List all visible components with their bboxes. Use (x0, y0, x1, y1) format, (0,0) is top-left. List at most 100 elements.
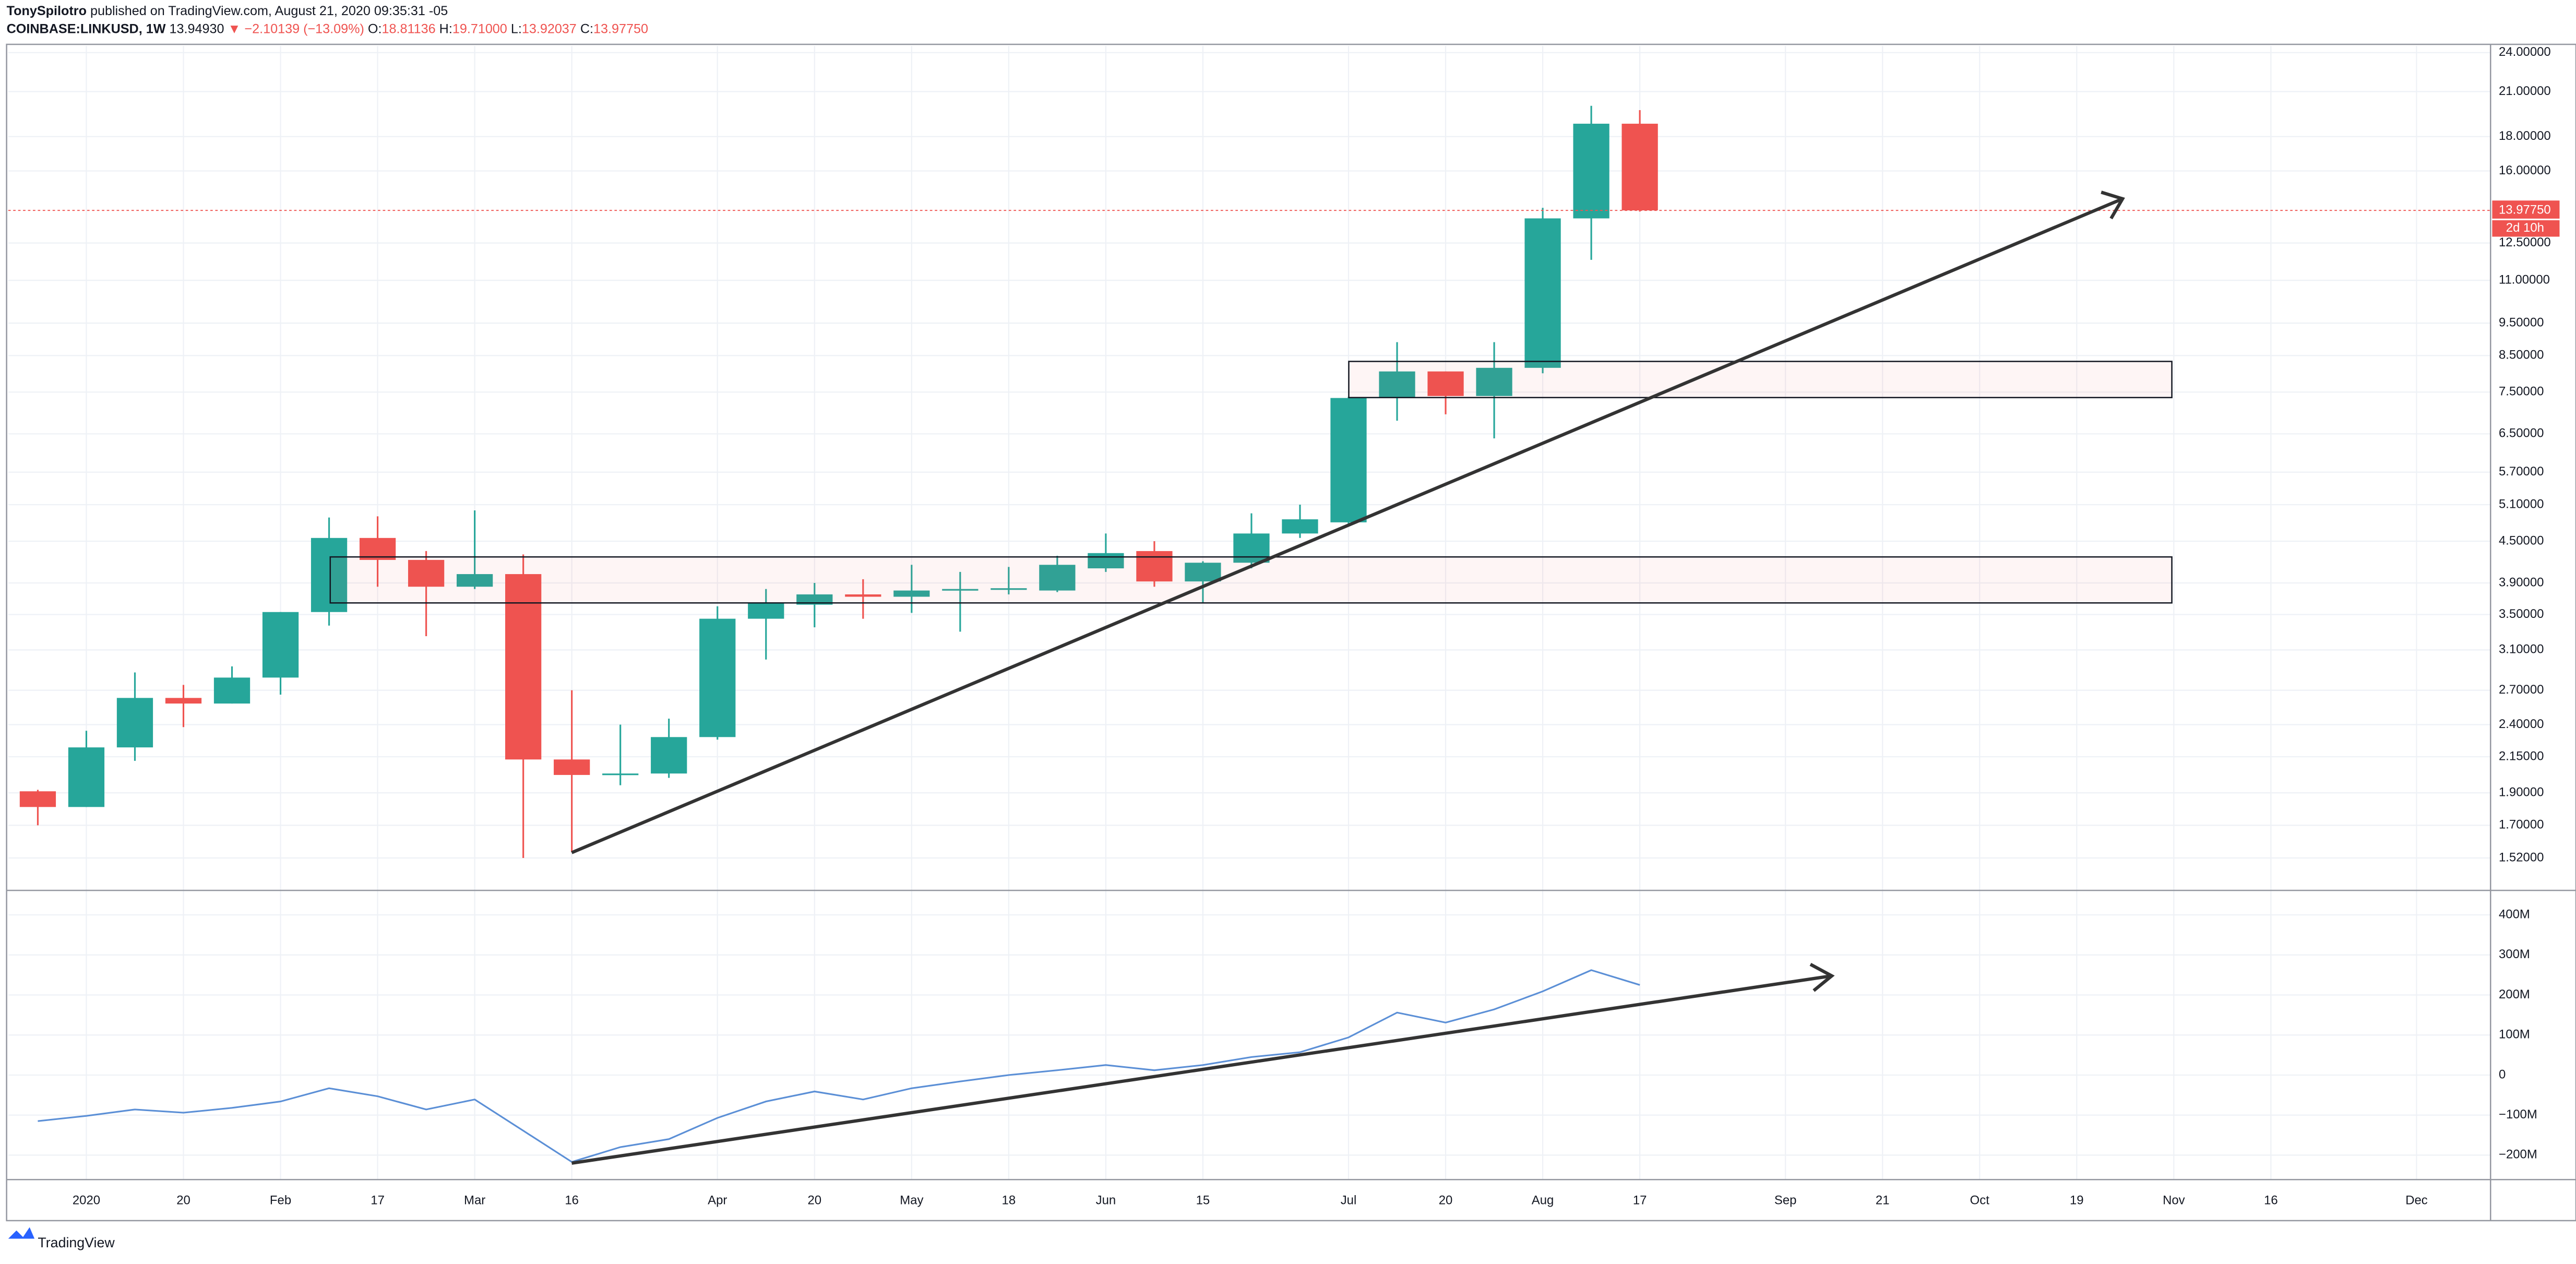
y-tick-label: −200M (2499, 1148, 2537, 1162)
last: 13.94930 (170, 21, 224, 36)
published: published on TradingView.com, August 21,… (90, 4, 448, 18)
y-tick-label: 2.70000 (2499, 683, 2544, 697)
y-tick-label: 12.50000 (2499, 235, 2551, 249)
y-tick-label: 7.50000 (2499, 385, 2544, 399)
countdown-label: 2d 10h (2506, 221, 2544, 235)
x-tick-label: 18 (1002, 1193, 1016, 1207)
x-tick-label: Jul (1341, 1193, 1357, 1207)
arrow-head (1809, 963, 1835, 992)
candle-body (262, 612, 299, 678)
author: TonySpilotro (7, 4, 87, 18)
candle-body (68, 747, 105, 807)
candle-body (1621, 124, 1658, 211)
drawings (329, 190, 2173, 1165)
candle-body (1233, 533, 1270, 563)
x-tick-label: 20 (1439, 1193, 1453, 1207)
candle-body (796, 594, 833, 605)
ohlc-key: H: (439, 21, 452, 36)
x-tick-label: 16 (2264, 1193, 2278, 1207)
logo-icon (8, 1227, 35, 1239)
y-tick-label: 16.00000 (2499, 163, 2551, 177)
candle-body (165, 698, 202, 704)
candle-body (1330, 398, 1367, 522)
x-tick-label: 17 (371, 1193, 385, 1207)
candle-body (893, 590, 930, 597)
candle-body (991, 588, 1027, 590)
symbol-line: COINBASE:LINKUSD, 1W 13.94930 ▼ −2.10139… (7, 21, 648, 36)
zone-box (1348, 361, 2173, 399)
candle-body (1282, 519, 1318, 534)
ohlc-value: 18.81136 (382, 21, 436, 36)
x-tick-label: 20 (807, 1193, 821, 1207)
x-tick-label: May (900, 1193, 923, 1207)
price-tag-label: 13.97750 (2499, 202, 2551, 217)
x-tick-label: 16 (565, 1193, 579, 1207)
x-tick-label: Dec (2405, 1193, 2428, 1207)
candle-body (505, 574, 542, 760)
y-tick-label: 2.15000 (2499, 749, 2544, 763)
y-tick-label: 3.90000 (2499, 575, 2544, 589)
x-tick-label: Sep (1774, 1193, 1797, 1207)
candle-body (1088, 553, 1124, 569)
y-tick-label: 200M (2499, 987, 2530, 1001)
y-tick-label: 6.50000 (2499, 426, 2544, 440)
logo: TradingView (38, 1235, 115, 1250)
x-tick-label: 20 (176, 1193, 190, 1207)
ohlc-key: L: (511, 21, 522, 36)
y-tick-label: 24.00000 (2499, 45, 2551, 59)
candle-body (311, 538, 348, 612)
candle-body (1039, 565, 1076, 591)
ohlc-value: 13.97750 (593, 21, 648, 36)
y-tick-label: 3.10000 (2499, 642, 2544, 657)
candle-body (602, 773, 639, 776)
x-tick-label: 19 (2070, 1193, 2084, 1207)
plot-layer: 2020 20 Feb 17 Mar 16 Apr 20 May 18 Jun 15 Jul 20 Aug 1… (8, 45, 2560, 1207)
x-tick-label: 2020 (73, 1193, 100, 1207)
candle-body (457, 574, 493, 587)
y-tick-label: −100M (2499, 1107, 2537, 1122)
candle-body (1136, 551, 1173, 582)
y-tick-label: 1.90000 (2499, 785, 2544, 799)
x-tick-label: Oct (1970, 1193, 1990, 1207)
header-line: TonySpilotro published on TradingView.co… (7, 4, 448, 18)
zone-box (329, 556, 2173, 604)
y-tick-label: 2.40000 (2499, 717, 2544, 731)
y-tick-label: 100M (2499, 1028, 2530, 1042)
y-tick-label: 11.00000 (2499, 272, 2550, 287)
x-tick-label: Nov (2163, 1193, 2185, 1207)
x-tick-label: Jun (1096, 1193, 1116, 1207)
candle-body (116, 698, 153, 748)
candle-body (942, 589, 979, 591)
candle-body (1185, 563, 1221, 582)
frame (6, 43, 2576, 1222)
indicator-line (38, 969, 1640, 1163)
y-tick-label: 400M (2499, 907, 2530, 921)
y-tick-label: 1.52000 (2499, 850, 2544, 864)
candle-body (845, 594, 881, 597)
y-tick-label: 0 (2499, 1067, 2506, 1081)
candle-body (748, 602, 784, 619)
trend-arrow (571, 974, 1832, 1165)
x-tick-label: Mar (464, 1193, 485, 1207)
y-tick-label: 4.50000 (2499, 533, 2544, 547)
x-tick-label: Feb (270, 1193, 291, 1207)
ohlc-value: 19.71000 (452, 21, 507, 36)
ohlc-value: 13.92037 (522, 21, 577, 36)
change: ▼ −2.10139 (−13.09%) (228, 21, 364, 36)
candle-body (1524, 218, 1561, 368)
candle-body (1379, 371, 1415, 398)
trend-arrow (571, 197, 2124, 854)
ohlc-key: O: (368, 21, 382, 36)
x-tick-label: 21 (1876, 1193, 1890, 1207)
candle-body (408, 559, 445, 587)
candle-body (19, 791, 56, 807)
y-tick-label: 8.50000 (2499, 348, 2544, 362)
symbol: COINBASE:LINKUSD, 1W (7, 21, 166, 36)
candle-body (699, 618, 736, 737)
y-tick-label: 18.00000 (2499, 129, 2551, 143)
arrow-head (2101, 190, 2125, 220)
x-tick-label: 15 (1196, 1193, 1210, 1207)
y-tick-label: 1.70000 (2499, 818, 2544, 832)
y-tick-label: 300M (2499, 947, 2530, 961)
